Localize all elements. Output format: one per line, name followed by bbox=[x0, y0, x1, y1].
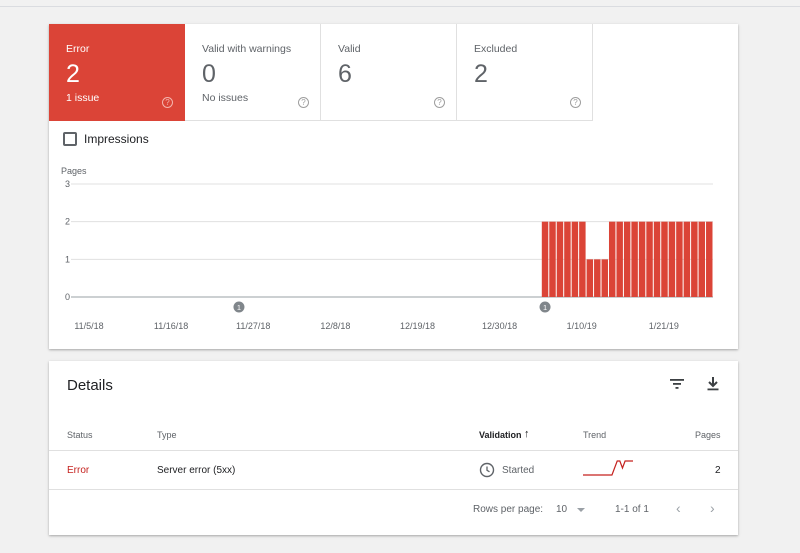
annotation-label: 1 bbox=[237, 303, 241, 312]
y-tick-label: 2 bbox=[65, 217, 70, 227]
annotation-marker bbox=[233, 301, 245, 313]
download-icon[interactable] bbox=[702, 373, 724, 395]
top-divider bbox=[0, 6, 800, 7]
row-type: Server error (5xx) bbox=[157, 465, 236, 476]
help-icon[interactable]: ? bbox=[434, 97, 445, 108]
x-tick-label: 11/5/18 bbox=[74, 321, 103, 331]
help-icon[interactable]: ? bbox=[298, 97, 309, 108]
bar bbox=[594, 259, 601, 297]
tile-count: 6 bbox=[338, 60, 352, 88]
row-status: Error bbox=[67, 465, 90, 476]
annotation-marker bbox=[539, 301, 551, 313]
tile-label: Excluded bbox=[474, 43, 518, 55]
sort-arrow-icon[interactable]: ↑ bbox=[524, 428, 530, 440]
bar bbox=[706, 221, 713, 297]
bar bbox=[608, 221, 616, 297]
row-pages: 2 bbox=[715, 465, 721, 476]
bar bbox=[571, 221, 579, 297]
y-tick-label: 1 bbox=[65, 254, 70, 264]
tile-valid[interactable]: Valid 6 ? bbox=[321, 24, 457, 121]
tile-error[interactable]: Error 2 1 issue ? bbox=[49, 24, 185, 121]
trend-line bbox=[583, 460, 633, 476]
y-axis-label: Pages bbox=[61, 166, 87, 176]
bar bbox=[638, 221, 646, 297]
bar bbox=[676, 221, 683, 297]
table-row[interactable]: Error Server error (5xx) Started 2 bbox=[49, 452, 738, 490]
details-table-header: Status Type Validation ↑ Trend Pages bbox=[49, 419, 738, 451]
tile-label: Valid with warnings bbox=[202, 43, 292, 55]
annotation-label: 1 bbox=[543, 303, 547, 312]
column-trend[interactable]: Trend bbox=[583, 430, 607, 440]
impressions-toggle[interactable]: Impressions bbox=[63, 132, 149, 146]
column-type[interactable]: Type bbox=[157, 430, 177, 440]
tile-label: Error bbox=[66, 43, 90, 55]
details-title: Details bbox=[67, 377, 113, 394]
x-tick-label: 1/10/19 bbox=[567, 321, 597, 331]
x-tick-label: 12/8/18 bbox=[320, 321, 350, 331]
x-tick-label: 12/30/18 bbox=[482, 321, 517, 331]
tile-subtext: 1 issue bbox=[66, 92, 100, 104]
x-tick-label: 1/21/19 bbox=[649, 321, 679, 331]
tile-label: Valid bbox=[338, 43, 361, 55]
details-card: Details Status Type Validation ↑ Trend P… bbox=[49, 361, 738, 535]
help-icon[interactable]: ? bbox=[570, 97, 581, 108]
tile-count: 2 bbox=[474, 60, 488, 88]
tile-count: 2 bbox=[66, 60, 80, 88]
y-tick-label: 3 bbox=[65, 179, 70, 189]
bar bbox=[653, 221, 661, 297]
bar bbox=[661, 221, 668, 297]
tile-excluded[interactable]: Excluded 2 ? bbox=[457, 24, 593, 121]
bar bbox=[631, 221, 638, 297]
bar bbox=[668, 221, 676, 297]
x-tick-label: 11/27/18 bbox=[236, 321, 270, 331]
column-status[interactable]: Status bbox=[67, 430, 93, 440]
bar bbox=[691, 221, 698, 297]
y-tick-label: 0 bbox=[65, 292, 70, 302]
bar bbox=[601, 259, 608, 297]
bar bbox=[616, 221, 623, 297]
help-icon[interactable]: ? bbox=[162, 97, 173, 108]
trend-sparkline bbox=[583, 460, 633, 476]
coverage-chart-card: Error 2 1 issue ? Valid with warnings 0 … bbox=[49, 24, 738, 349]
bar bbox=[623, 221, 631, 297]
x-tick-label: 12/19/18 bbox=[400, 321, 435, 331]
filter-icon[interactable] bbox=[666, 373, 688, 395]
bar bbox=[556, 221, 564, 297]
bar bbox=[586, 259, 594, 297]
tile-count: 0 bbox=[202, 60, 216, 88]
clock-icon bbox=[479, 462, 495, 478]
impressions-checkbox[interactable] bbox=[63, 132, 77, 146]
column-validation[interactable]: Validation bbox=[479, 430, 522, 440]
validation-text: Started bbox=[502, 464, 535, 476]
bar bbox=[549, 221, 556, 297]
bar bbox=[579, 221, 586, 297]
rows-per-page-value: 10 bbox=[556, 504, 568, 515]
bar bbox=[683, 221, 691, 297]
x-tick-label: 11/16/18 bbox=[154, 321, 188, 331]
rows-per-page-label: Rows per page: bbox=[473, 504, 544, 515]
column-pages[interactable]: Pages bbox=[695, 430, 721, 440]
previous-page-icon[interactable]: ‹ bbox=[676, 500, 681, 516]
next-page-icon[interactable]: › bbox=[710, 500, 715, 516]
bar bbox=[698, 221, 706, 297]
pages-chart: Pages 0 1 2 3 1 1 11/5/18 11/16/18 11/27/18 12/8/1… bbox=[61, 166, 713, 331]
bar bbox=[564, 221, 571, 297]
bar bbox=[646, 221, 653, 297]
tile-subtext: No issues bbox=[202, 92, 249, 104]
summary-tiles: Error 2 1 issue ? Valid with warnings 0 … bbox=[49, 24, 593, 121]
row-validation: Started bbox=[479, 462, 534, 478]
caret-down-icon bbox=[577, 507, 586, 512]
page-range: 1-1 of 1 bbox=[615, 504, 649, 515]
pagination: Rows per page: 10 1-1 of 1 ‹ › bbox=[49, 491, 738, 531]
tile-valid-with-warnings[interactable]: Valid with warnings 0 No issues ? bbox=[185, 24, 321, 121]
rows-per-page-select[interactable]: 10 bbox=[556, 504, 586, 515]
impressions-label: Impressions bbox=[84, 132, 149, 146]
bar bbox=[541, 221, 549, 297]
